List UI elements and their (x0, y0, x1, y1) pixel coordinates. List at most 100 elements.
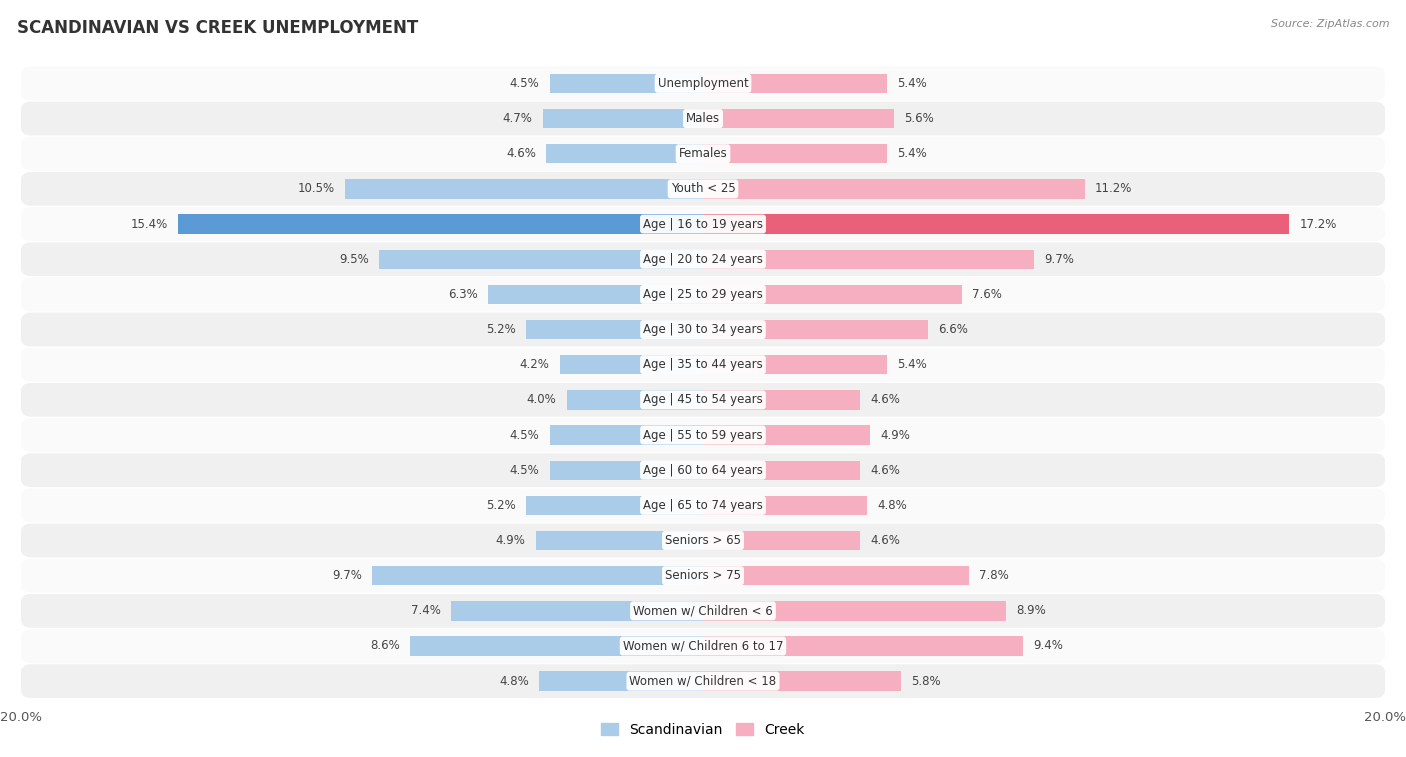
Bar (703, 109, 894, 128)
Text: Women w/ Children < 6: Women w/ Children < 6 (633, 604, 773, 617)
Text: 4.6%: 4.6% (870, 534, 900, 547)
Text: 4.6%: 4.6% (506, 148, 536, 160)
Bar (703, 144, 887, 164)
Bar (703, 496, 866, 515)
Bar (703, 425, 870, 444)
Legend: Scandinavian, Creek: Scandinavian, Creek (596, 717, 810, 742)
Text: 6.6%: 6.6% (938, 323, 969, 336)
Text: 5.2%: 5.2% (485, 323, 516, 336)
Bar (703, 460, 860, 480)
Text: 4.7%: 4.7% (503, 112, 533, 125)
Text: 7.8%: 7.8% (979, 569, 1010, 582)
FancyBboxPatch shape (21, 137, 1385, 170)
FancyBboxPatch shape (21, 67, 1385, 100)
Text: 6.3%: 6.3% (449, 288, 478, 301)
Bar (703, 671, 901, 691)
Text: 4.0%: 4.0% (527, 394, 557, 407)
FancyBboxPatch shape (21, 453, 1385, 487)
Bar (526, 320, 703, 339)
Text: 9.5%: 9.5% (339, 253, 368, 266)
Text: 4.6%: 4.6% (870, 464, 900, 477)
Text: Seniors > 65: Seniors > 65 (665, 534, 741, 547)
Text: Women w/ Children 6 to 17: Women w/ Children 6 to 17 (623, 640, 783, 653)
FancyBboxPatch shape (21, 418, 1385, 452)
Text: 15.4%: 15.4% (131, 217, 167, 231)
Text: Youth < 25: Youth < 25 (671, 182, 735, 195)
Text: Age | 45 to 54 years: Age | 45 to 54 years (643, 394, 763, 407)
FancyBboxPatch shape (21, 207, 1385, 241)
FancyBboxPatch shape (21, 172, 1385, 206)
Bar (179, 214, 703, 234)
Text: 4.9%: 4.9% (496, 534, 526, 547)
Bar (373, 566, 703, 585)
Text: 5.8%: 5.8% (911, 674, 941, 687)
FancyBboxPatch shape (21, 242, 1385, 276)
Text: Males: Males (686, 112, 720, 125)
FancyBboxPatch shape (21, 524, 1385, 557)
Bar (703, 179, 1085, 198)
Bar (560, 355, 703, 375)
Bar (703, 637, 1024, 656)
FancyBboxPatch shape (21, 665, 1385, 698)
Text: 11.2%: 11.2% (1095, 182, 1132, 195)
Text: 4.6%: 4.6% (870, 394, 900, 407)
Text: Age | 20 to 24 years: Age | 20 to 24 years (643, 253, 763, 266)
Text: 5.4%: 5.4% (897, 358, 927, 371)
Bar (703, 320, 928, 339)
FancyBboxPatch shape (21, 101, 1385, 136)
Bar (409, 637, 703, 656)
Bar (536, 531, 703, 550)
Text: Females: Females (679, 148, 727, 160)
Bar (550, 73, 703, 93)
Bar (451, 601, 703, 621)
Bar (703, 531, 860, 550)
Text: Women w/ Children < 18: Women w/ Children < 18 (630, 674, 776, 687)
Text: Unemployment: Unemployment (658, 77, 748, 90)
Text: SCANDINAVIAN VS CREEK UNEMPLOYMENT: SCANDINAVIAN VS CREEK UNEMPLOYMENT (17, 19, 418, 37)
Text: 10.5%: 10.5% (298, 182, 335, 195)
Bar (703, 250, 1033, 269)
Bar (550, 460, 703, 480)
Text: 9.7%: 9.7% (1045, 253, 1074, 266)
Text: 9.4%: 9.4% (1033, 640, 1063, 653)
Text: Seniors > 75: Seniors > 75 (665, 569, 741, 582)
FancyBboxPatch shape (21, 488, 1385, 522)
Text: 5.4%: 5.4% (897, 148, 927, 160)
Text: Age | 30 to 34 years: Age | 30 to 34 years (643, 323, 763, 336)
FancyBboxPatch shape (21, 383, 1385, 417)
Text: 17.2%: 17.2% (1299, 217, 1337, 231)
Bar (550, 425, 703, 444)
Bar (703, 566, 969, 585)
Text: 4.8%: 4.8% (499, 674, 529, 687)
Text: 5.2%: 5.2% (485, 499, 516, 512)
Text: 8.6%: 8.6% (370, 640, 399, 653)
Text: 4.9%: 4.9% (880, 428, 910, 441)
Text: Age | 65 to 74 years: Age | 65 to 74 years (643, 499, 763, 512)
FancyBboxPatch shape (21, 594, 1385, 628)
Bar (526, 496, 703, 515)
Text: Source: ZipAtlas.com: Source: ZipAtlas.com (1271, 19, 1389, 29)
Text: Age | 55 to 59 years: Age | 55 to 59 years (643, 428, 763, 441)
Bar (543, 109, 703, 128)
Bar (703, 390, 860, 410)
Bar (540, 671, 703, 691)
FancyBboxPatch shape (21, 629, 1385, 663)
Text: 8.9%: 8.9% (1017, 604, 1046, 617)
Text: 5.4%: 5.4% (897, 77, 927, 90)
Text: 4.8%: 4.8% (877, 499, 907, 512)
Text: 7.4%: 7.4% (411, 604, 440, 617)
FancyBboxPatch shape (21, 559, 1385, 593)
Text: Age | 25 to 29 years: Age | 25 to 29 years (643, 288, 763, 301)
Text: 7.6%: 7.6% (973, 288, 1002, 301)
Text: 5.6%: 5.6% (904, 112, 934, 125)
Bar (703, 285, 962, 304)
Bar (703, 214, 1289, 234)
Text: 4.5%: 4.5% (509, 77, 540, 90)
Bar (703, 73, 887, 93)
Bar (380, 250, 703, 269)
Bar (567, 390, 703, 410)
Text: 4.5%: 4.5% (509, 428, 540, 441)
Bar (344, 179, 703, 198)
Bar (703, 355, 887, 375)
Bar (703, 601, 1007, 621)
